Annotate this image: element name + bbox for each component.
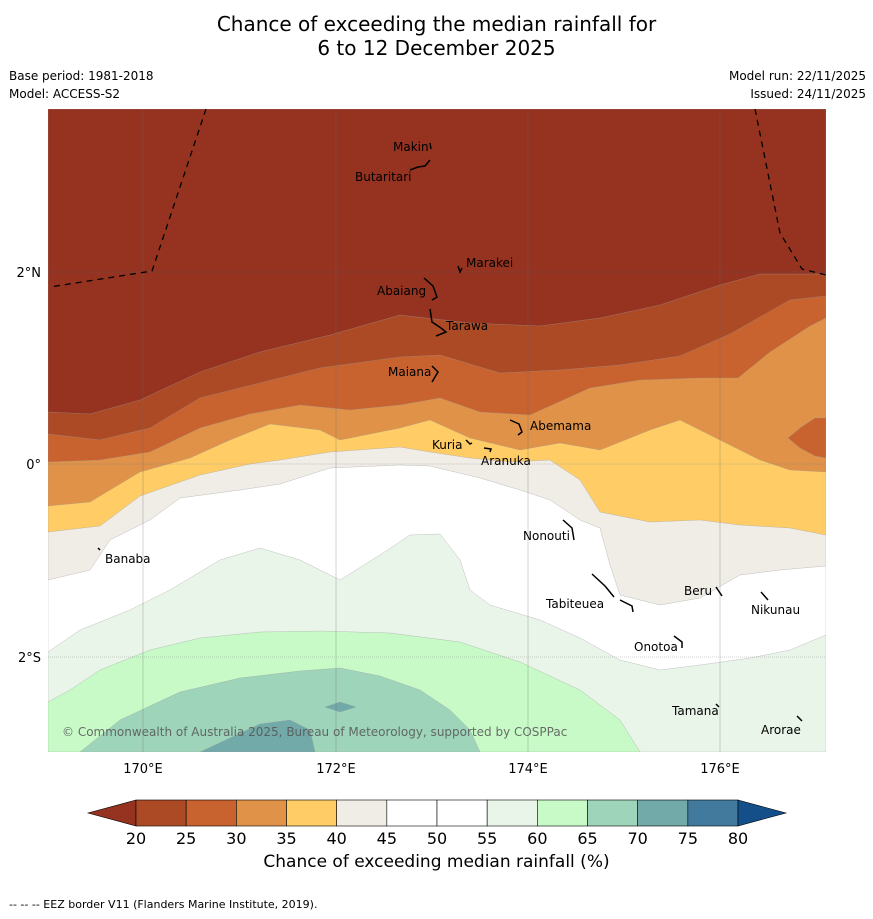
- colorbar: 20 25 30 35 40 45 50 55 60 65 70 75 80: [86, 799, 788, 848]
- colorbar-segment: [336, 799, 388, 827]
- band-70-75-spot: [324, 701, 357, 713]
- band-70-75: [199, 719, 316, 752]
- title-line-2: 6 to 12 December 2025: [317, 36, 556, 60]
- colorbar-segment: [687, 799, 739, 827]
- band-30-35-patch: [787, 417, 826, 459]
- base-period: Base period: 1981-2018: [9, 69, 154, 83]
- colorbar-tick-label: 65: [577, 829, 597, 848]
- model-name: Model: ACCESS-S2: [9, 87, 121, 101]
- place-label-kuria: Kuria: [432, 438, 463, 452]
- colorbar-segment: [537, 799, 588, 827]
- place-label-beru: Beru: [684, 584, 712, 598]
- colorbar-tick-label: 55: [477, 829, 497, 848]
- colorbar-segment: [436, 799, 488, 827]
- footer-note: -- -- -- EEZ border V11 (Flanders Marine…: [9, 898, 318, 911]
- graticule: [48, 109, 826, 752]
- colorbar-segment: [386, 799, 438, 827]
- place-label-onotoa: Onotoa: [634, 640, 678, 654]
- place-label-maiana: Maiana: [388, 365, 431, 379]
- meta-left: Base period: 1981-2018 Model: ACCESS-S2: [9, 67, 154, 103]
- copyright-text: © Commonwealth of Australia 2025, Bureau…: [62, 725, 567, 739]
- colorbar-tick-label: 35: [276, 829, 296, 848]
- map-title: Chance of exceeding the median rainfall …: [0, 12, 873, 60]
- colorbar-segment: [286, 799, 337, 827]
- lon-tick-label: 170°E: [123, 762, 163, 777]
- colorbar-tick-label: 50: [427, 829, 447, 848]
- colorbar-tick-label: 80: [728, 829, 748, 848]
- lat-tick-label: 0°: [26, 458, 41, 473]
- lon-tick-label: 176°E: [700, 762, 740, 777]
- colorbar-segment: [185, 799, 237, 827]
- issued-date: Issued: 24/11/2025: [750, 87, 866, 101]
- place-label-nonouti: Nonouti: [523, 529, 570, 543]
- title-line-1: Chance of exceeding the median rainfall …: [216, 12, 657, 36]
- colorbar-label: Chance of exceeding median rainfall (%): [263, 852, 610, 872]
- contour-fill-layer: [48, 109, 826, 752]
- eez-border: [49, 109, 826, 288]
- colorbar-tick-label: 75: [678, 829, 698, 848]
- colorbar-extend-high: [737, 799, 788, 827]
- island-outlines: [97, 142, 803, 722]
- colorbar-tick-label: 20: [126, 829, 146, 848]
- longitude-ticks: 170°E 172°E 174°E 176°E: [123, 762, 740, 777]
- colorbar-tick-label: 25: [176, 829, 196, 848]
- colorbar-segment: [135, 799, 187, 827]
- colorbar-segment: [637, 799, 689, 827]
- lon-tick-label: 174°E: [508, 762, 548, 777]
- meta-right: Model run: 22/11/2025 Issued: 24/11/2025: [729, 67, 866, 103]
- latitude-ticks: 2°N 0° 2°S: [17, 266, 42, 666]
- place-label-abaiang: Abaiang: [377, 284, 426, 298]
- colorbar-tick-label: 40: [326, 829, 346, 848]
- lat-tick-label: 2°S: [18, 651, 41, 666]
- place-label-banaba: Banaba: [105, 552, 151, 566]
- place-labels: Makin Butaritari Marakei Abaiang Tarawa Maian…: [105, 140, 801, 737]
- place-label-aranuka: Aranuka: [481, 454, 531, 468]
- colorbar-tick-label: 60: [527, 829, 547, 848]
- place-label-abemama: Abemama: [530, 419, 591, 433]
- colorbar-tick-label: 70: [627, 829, 647, 848]
- place-label-nikunau: Nikunau: [751, 603, 800, 617]
- place-label-tamana: Tamana: [671, 704, 719, 718]
- colorbar-segment: [486, 799, 538, 827]
- place-label-marakei: Marakei: [466, 256, 513, 270]
- colorbar-tick-label: 30: [226, 829, 246, 848]
- place-label-butaritari: Butaritari: [355, 170, 412, 184]
- colorbar-extend-low: [86, 799, 137, 827]
- model-run: Model run: 22/11/2025: [728, 69, 866, 83]
- place-label-tabiteuea: Tabiteuea: [545, 597, 604, 611]
- colorbar-tick-label: 45: [377, 829, 397, 848]
- lon-tick-label: 172°E: [316, 762, 356, 777]
- lat-tick-label: 2°N: [17, 266, 42, 281]
- place-label-tarawa: Tarawa: [445, 319, 488, 333]
- place-label-arorae: Arorae: [761, 723, 801, 737]
- place-label-makin: Makin: [393, 140, 429, 154]
- colorbar-segment: [587, 799, 638, 827]
- band-65-70: [79, 667, 481, 752]
- colorbar-segment: [236, 799, 287, 827]
